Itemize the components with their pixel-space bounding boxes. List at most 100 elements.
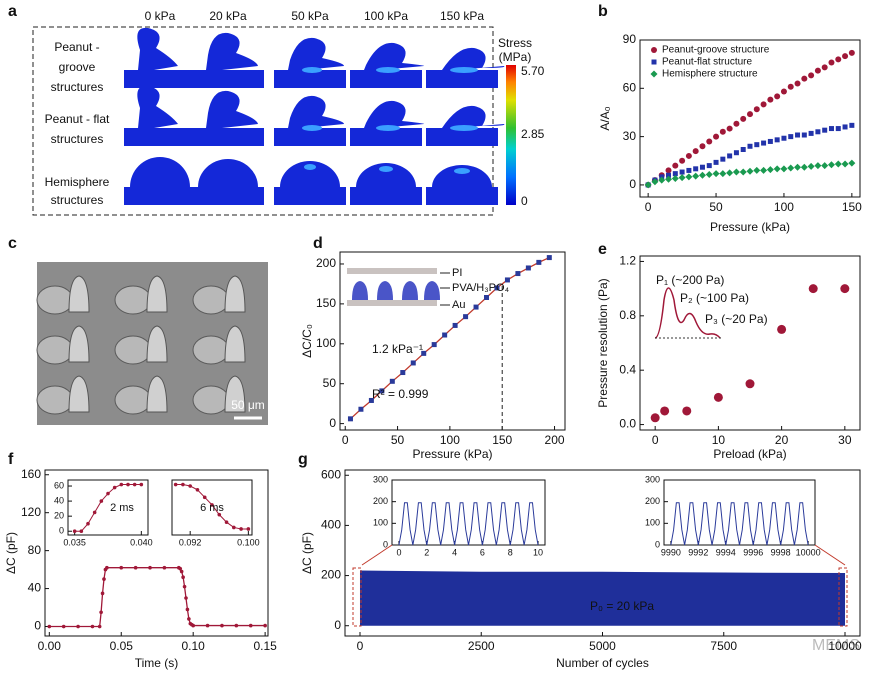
point <box>536 259 542 265</box>
point <box>740 115 747 122</box>
point <box>827 161 835 169</box>
base <box>350 187 422 205</box>
legend-marker <box>651 59 657 65</box>
annotation: 6 ms <box>200 502 224 514</box>
point <box>682 406 692 416</box>
y-tick-label: 150 <box>316 296 336 310</box>
pillar-lobe <box>114 335 152 365</box>
y-tick-label: 200 <box>373 496 388 506</box>
x-tick-label: 100 <box>774 200 794 214</box>
base <box>350 70 422 88</box>
peanut <box>440 105 505 128</box>
point <box>835 56 842 63</box>
dome <box>280 161 340 187</box>
point <box>644 181 652 189</box>
point <box>732 168 740 176</box>
point <box>92 510 97 515</box>
inset-curve <box>654 287 721 339</box>
panel-label: d <box>313 235 323 252</box>
x-tick-label: 9992 <box>688 547 708 557</box>
line <box>398 502 539 546</box>
y-tick-label: 120 <box>21 505 41 519</box>
y-axis-label: ΔC (pF) <box>300 532 314 574</box>
point <box>660 406 670 416</box>
colorbar <box>506 65 516 205</box>
x-tick-label: 9996 <box>743 547 763 557</box>
point <box>788 134 794 140</box>
point <box>801 75 808 82</box>
point <box>162 565 167 570</box>
x-tick-label: 100 <box>440 433 460 447</box>
peanut <box>364 100 425 128</box>
point <box>263 623 267 628</box>
x-axis-label: Preload (kPa) <box>713 447 786 461</box>
x-tick-label: 0 <box>357 639 364 653</box>
point <box>794 80 801 87</box>
annotation: P₁ (~200 Pa) <box>656 273 724 287</box>
point <box>61 624 66 629</box>
y-tick-label: 200 <box>316 256 336 270</box>
point <box>794 163 802 171</box>
point <box>822 127 828 133</box>
legend-label: Hemisphere structure <box>662 69 758 80</box>
point <box>705 170 713 178</box>
row-label: Peanut - <box>54 40 99 54</box>
point <box>102 577 106 581</box>
point <box>774 137 780 143</box>
plot-frame <box>339 251 566 431</box>
pillar-lobe <box>36 335 74 365</box>
point <box>780 165 788 173</box>
point <box>658 176 666 184</box>
y-tick-label: 80 <box>28 543 42 557</box>
x-tick-label: 0 <box>652 433 659 447</box>
point <box>720 156 726 162</box>
pillar-lobe <box>192 285 230 315</box>
point <box>473 304 479 310</box>
point <box>665 175 673 183</box>
pillar-lobe <box>36 385 74 415</box>
pillar <box>146 325 168 363</box>
x-tick-label: 150 <box>492 433 512 447</box>
stress <box>450 125 478 131</box>
base <box>124 187 196 205</box>
chart: 0.035 0.040 0 20 40 60 2 ms <box>54 479 153 547</box>
point <box>132 482 137 487</box>
y-tick-label: 90 <box>623 32 637 46</box>
pillar-lobe <box>192 385 230 415</box>
point <box>767 96 774 103</box>
point <box>800 163 808 171</box>
point <box>699 164 705 170</box>
point <box>182 584 187 589</box>
point <box>781 135 787 141</box>
point <box>463 314 469 320</box>
point <box>173 482 178 487</box>
x-tick-label: 10 <box>712 433 726 447</box>
row-label: Peanut - flat <box>45 112 110 126</box>
panel-label: b <box>598 3 608 20</box>
point <box>766 166 774 174</box>
x-tick-label: 0 <box>396 547 401 557</box>
point <box>224 520 229 524</box>
stress <box>376 125 400 131</box>
point <box>232 525 236 530</box>
y-tick-label: 0 <box>334 618 341 632</box>
point <box>746 167 754 175</box>
point <box>835 126 841 132</box>
peanut <box>137 85 178 128</box>
y-tick-label: 100 <box>373 518 388 528</box>
annotation: 2 ms <box>110 502 134 514</box>
sem-features <box>36 275 246 415</box>
point <box>828 126 834 132</box>
peanut <box>440 47 505 70</box>
point <box>706 138 713 145</box>
point <box>840 284 850 294</box>
x-tick-label: 20 <box>775 433 789 447</box>
point <box>693 166 699 172</box>
y-tick-label: 60 <box>54 480 64 490</box>
base <box>192 187 264 205</box>
dome <box>130 157 190 187</box>
x-tick-label: 0.10 <box>182 639 206 653</box>
point <box>504 277 510 283</box>
peanut <box>206 32 258 70</box>
